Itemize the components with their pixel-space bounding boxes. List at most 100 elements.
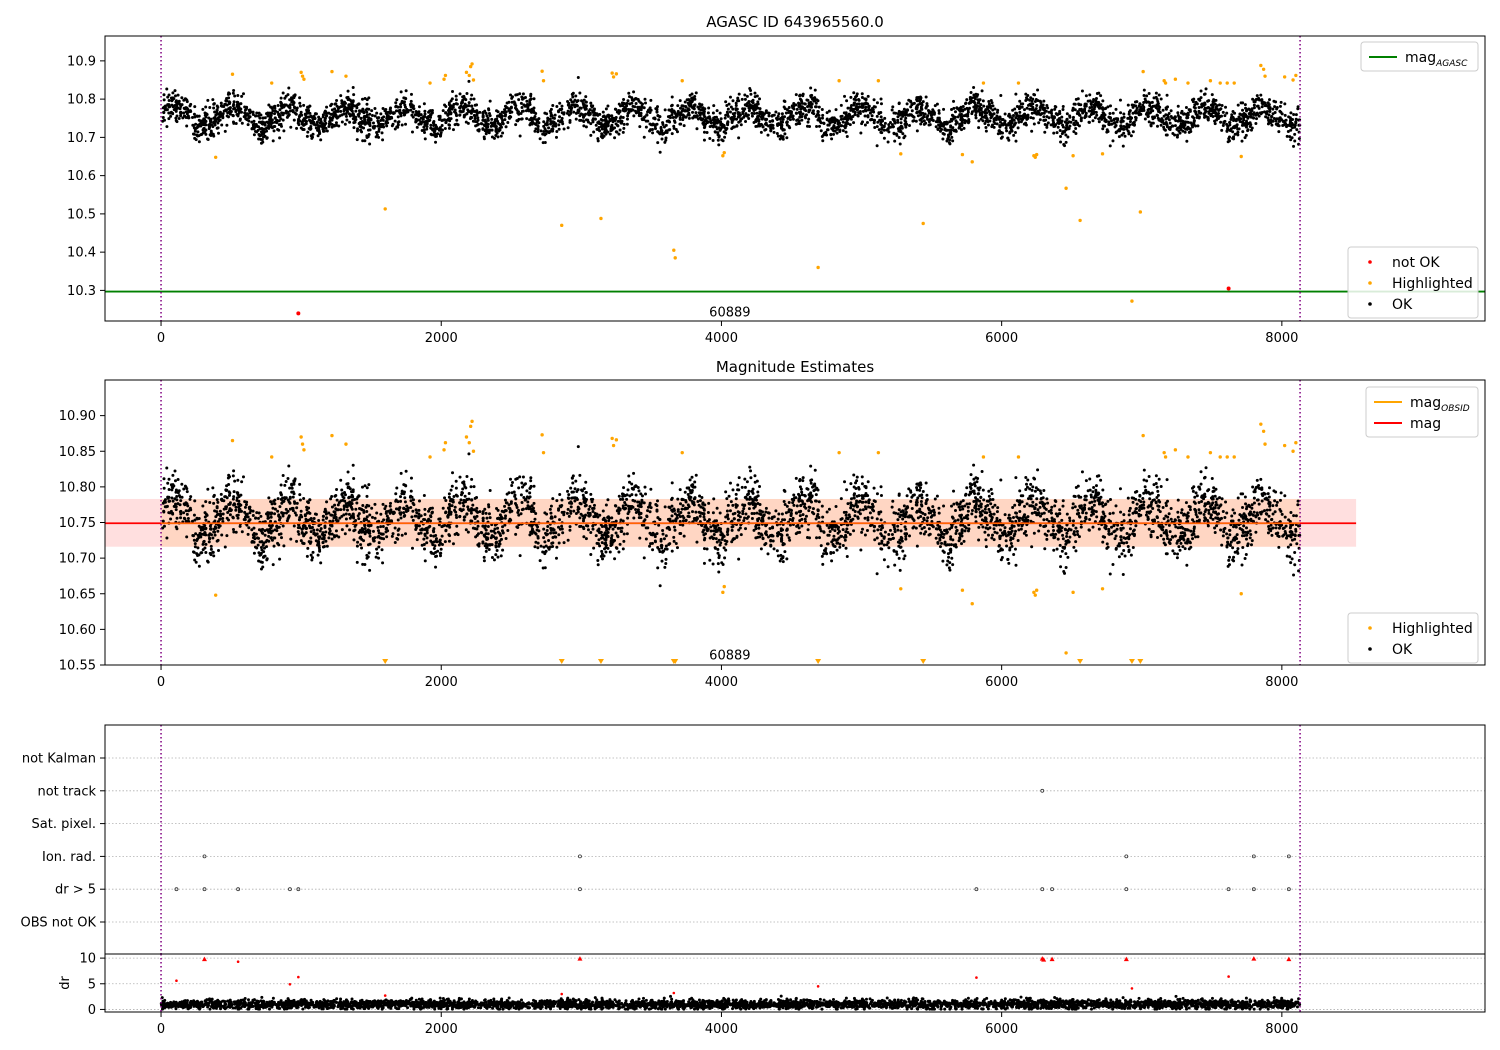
ok-point bbox=[857, 98, 861, 102]
ok-point bbox=[949, 132, 953, 136]
ok-point bbox=[879, 97, 883, 101]
ok-point bbox=[276, 110, 280, 114]
ok-point bbox=[1155, 114, 1159, 118]
ok-point bbox=[809, 86, 813, 90]
ok-point bbox=[488, 114, 492, 118]
ok-point bbox=[1160, 117, 1164, 121]
ok-point bbox=[879, 102, 883, 106]
ok-point bbox=[1078, 108, 1082, 112]
ok-point bbox=[749, 92, 753, 96]
ok-point bbox=[176, 93, 180, 97]
ok-point bbox=[1012, 133, 1016, 137]
ok-point bbox=[1005, 129, 1009, 133]
ok-point bbox=[1220, 543, 1224, 547]
ok-point bbox=[516, 111, 520, 115]
ok-point bbox=[743, 114, 747, 118]
ok-point bbox=[444, 111, 448, 115]
ok-point bbox=[941, 137, 945, 141]
ok-point bbox=[681, 104, 685, 108]
ok-point bbox=[574, 117, 578, 121]
ok-point bbox=[925, 104, 929, 108]
ok-point bbox=[206, 98, 210, 102]
ok-point bbox=[606, 113, 610, 117]
ok-point bbox=[1279, 100, 1283, 104]
ok-point bbox=[174, 100, 178, 104]
ok-point bbox=[454, 102, 458, 106]
ok-point bbox=[180, 482, 184, 486]
ok-point bbox=[1055, 131, 1059, 135]
ok-point bbox=[1097, 117, 1101, 121]
ok-point bbox=[845, 99, 849, 103]
ok-point bbox=[989, 112, 993, 116]
ok-point bbox=[1271, 107, 1275, 111]
ok-point bbox=[417, 122, 421, 126]
ok-point bbox=[547, 131, 551, 135]
ok-point bbox=[1226, 128, 1230, 132]
highlighted-point bbox=[1294, 73, 1298, 78]
highlighted-point bbox=[1291, 78, 1295, 82]
ok-point bbox=[718, 128, 722, 132]
ok-point bbox=[488, 99, 492, 103]
ok-point bbox=[591, 109, 595, 113]
ok-point bbox=[1099, 94, 1103, 98]
ok-point bbox=[912, 115, 916, 119]
ok-point bbox=[1091, 119, 1095, 123]
ok-point bbox=[266, 111, 270, 115]
ok-point bbox=[788, 118, 792, 122]
ok-point bbox=[853, 113, 857, 117]
ok-point bbox=[1277, 124, 1281, 128]
ok-point bbox=[316, 127, 320, 131]
ok-point bbox=[1273, 110, 1277, 114]
ok-point bbox=[429, 109, 433, 113]
ok-point bbox=[227, 96, 231, 100]
ok-point bbox=[1293, 132, 1297, 136]
ok-point bbox=[187, 116, 191, 120]
ok-point bbox=[1246, 128, 1250, 132]
ok-point bbox=[588, 112, 592, 116]
ok-point bbox=[855, 102, 859, 106]
ok-point bbox=[905, 102, 909, 106]
ok-point bbox=[797, 110, 801, 114]
ok-point bbox=[263, 116, 267, 120]
ok-point bbox=[626, 99, 630, 103]
legend-swatch-dot bbox=[1368, 281, 1372, 285]
ok-point bbox=[295, 106, 299, 110]
ok-point bbox=[910, 109, 914, 113]
ok-point bbox=[397, 120, 401, 124]
ok-point bbox=[1266, 492, 1270, 496]
ok-point bbox=[1254, 97, 1258, 101]
ok-point bbox=[1296, 105, 1300, 109]
ok-point bbox=[1174, 119, 1178, 123]
ok-point bbox=[644, 492, 648, 496]
ok-point bbox=[261, 128, 265, 132]
ok-point bbox=[251, 112, 255, 116]
legend-label-subscript: AGASC bbox=[1435, 59, 1468, 69]
ok-point bbox=[1164, 504, 1168, 508]
ok-point bbox=[231, 120, 235, 124]
ok-point bbox=[529, 92, 533, 96]
ok-point bbox=[959, 116, 963, 120]
ok-point bbox=[649, 128, 653, 132]
ok-point bbox=[269, 125, 273, 129]
ok-point bbox=[787, 106, 791, 110]
ok-point bbox=[1071, 519, 1075, 523]
ok-point bbox=[524, 109, 528, 113]
ok-point bbox=[734, 107, 738, 111]
ok-point bbox=[803, 102, 807, 106]
ok-point bbox=[936, 127, 940, 131]
ok-point bbox=[536, 125, 540, 129]
ok-point bbox=[1125, 122, 1129, 126]
ok-point bbox=[345, 508, 349, 512]
ok-point bbox=[661, 121, 665, 125]
ok-point bbox=[877, 128, 881, 132]
ok-point bbox=[817, 124, 821, 128]
ok-point bbox=[904, 116, 908, 120]
ok-point bbox=[301, 127, 305, 131]
ok-point bbox=[443, 126, 447, 130]
ok-point bbox=[1260, 98, 1264, 102]
ok-point bbox=[1231, 508, 1235, 512]
ok-point bbox=[797, 104, 801, 108]
ok-point bbox=[281, 118, 285, 122]
ok-point bbox=[991, 104, 995, 108]
ok-point bbox=[880, 131, 884, 135]
